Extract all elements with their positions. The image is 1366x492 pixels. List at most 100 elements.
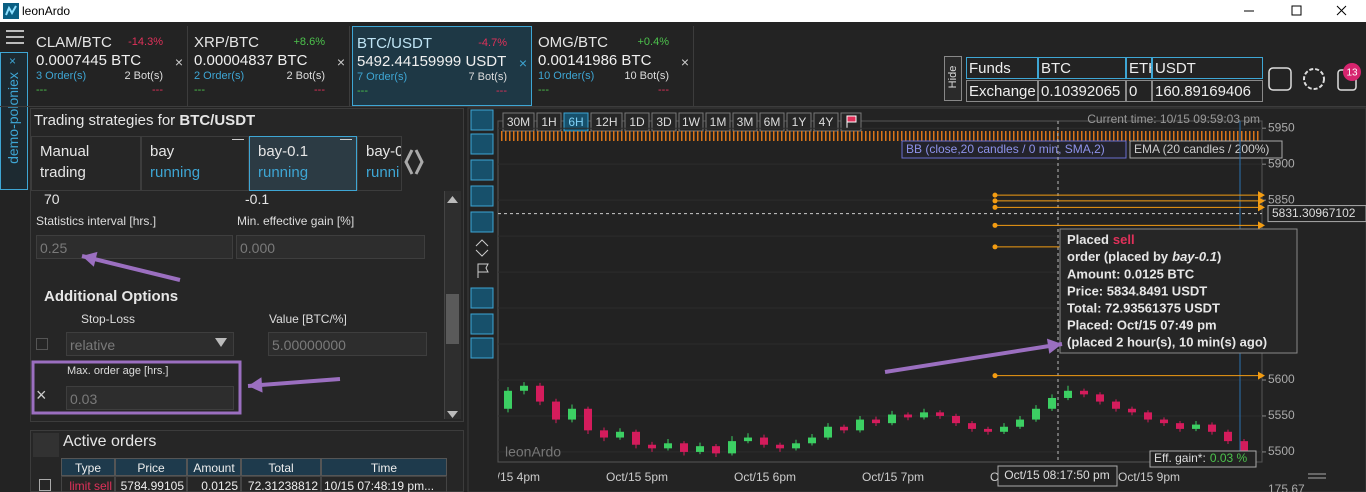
indicator-box: [1129, 140, 1283, 159]
y-tick-label: 5900: [1268, 156, 1295, 170]
annotation-box: [31, 360, 242, 415]
y-tick-label: 5550: [1268, 408, 1295, 422]
hide-button[interactable]: Hide: [944, 56, 962, 101]
checkbox[interactable]: [36, 338, 48, 350]
tab-scroll[interactable]: [404, 148, 424, 176]
exchange-tab[interactable]: [0, 52, 28, 190]
candle-body: [1192, 424, 1200, 429]
y-tick-label: 5500: [1268, 444, 1295, 458]
timeframe-label: 3M: [737, 115, 754, 129]
tooltip-title: Placed: [1067, 232, 1109, 247]
candle-body: [600, 430, 608, 438]
field-label: Statistics interval [hrs.]: [36, 214, 157, 228]
strategy-controls[interactable]: [340, 139, 352, 169]
current-time: Current time: 10/15 09:59:03 pm: [1087, 112, 1260, 126]
tool-icon: [475, 239, 489, 257]
window-title: leonArdo: [22, 4, 71, 18]
tool-button[interactable]: [470, 337, 494, 359]
market-tab[interactable]: CLAM/BTC -14.3% 0.0007445 BTC 3 Order(s) 2 B…: [32, 26, 188, 106]
market-tab[interactable]: OMG/BTC +0.4% 0.00141986 BTC 10 Order(s) 10 …: [534, 26, 694, 106]
order-cell: 72.31238812: [241, 476, 321, 492]
order-dot: [992, 192, 998, 198]
candle-body: [1032, 408, 1040, 420]
annotation-arrow: [884, 342, 1063, 374]
menu-bar: [6, 30, 24, 32]
arrow-right: [414, 149, 424, 175]
candle-body: [1112, 401, 1120, 409]
change: +8.6%: [293, 36, 326, 48]
candle-body: [1048, 397, 1056, 409]
strategy-controls[interactable]: [232, 139, 244, 169]
tooltip-line: Price: 5834.8491 USDT: [1067, 283, 1207, 298]
timeframe-label: 1W: [682, 115, 701, 129]
input[interactable]: 0.000: [236, 235, 425, 259]
tool-button[interactable]: [470, 159, 494, 181]
input[interactable]: 0.25: [36, 235, 233, 259]
candle-body: [936, 412, 944, 416]
funds-cell: 160.89169406: [1152, 80, 1263, 102]
tooltip-line: Placed: Oct/15 07:49 pm: [1067, 317, 1217, 332]
tool-button[interactable]: [470, 211, 494, 233]
panel-title: Active orders: [63, 433, 157, 450]
window-controls[interactable]: [1230, 0, 1366, 22]
tooltip-text: ): [1217, 249, 1221, 264]
tooltip-line: order (placed by bay-0.1): [1067, 249, 1221, 264]
x-tick-label: Oct/15 4pm: [478, 470, 540, 484]
flag-icon: [846, 115, 857, 128]
annotation-arrow: [247, 377, 341, 388]
tool-button[interactable]: [470, 185, 494, 207]
input[interactable]: 5.00000000: [268, 332, 427, 356]
checkbox[interactable]: [39, 479, 51, 491]
tool-button[interactable]: [470, 133, 494, 155]
strategy-tab[interactable]: bay-0.1 running: [249, 136, 357, 191]
tooltip-line: (placed 2 hour(s), 10 min(s) ago): [1067, 334, 1267, 349]
strategy-tab[interactable]: Manual trading: [31, 136, 141, 191]
order-cell: 0.0125: [187, 476, 241, 492]
toolbar-icons: 13: [1268, 63, 1361, 91]
loss: ---: [152, 84, 163, 96]
field-label: Max. order age [hrs.]: [67, 365, 169, 377]
tool-button[interactable]: [470, 287, 494, 309]
close-icon[interactable]: ×: [680, 54, 689, 70]
settings-icon: [1303, 68, 1325, 90]
pair: OMG/BTC: [538, 34, 608, 51]
crosshair-time: Oct/15 08:17:50 pm: [1004, 468, 1109, 482]
orders: 2 Order(s): [194, 70, 245, 82]
pair: CLAM/BTC: [36, 34, 112, 51]
market-tab[interactable]: XRP/BTC +8.6% 0.00004837 BTC 2 Order(s) 2 Bo…: [190, 26, 350, 106]
bots: 7 Bot(s): [468, 71, 507, 83]
candle-body: [632, 431, 640, 445]
profit: ---: [36, 84, 47, 96]
candle-body: [520, 385, 528, 391]
funds-cell: ETH: [1126, 57, 1152, 79]
candle-body: [776, 444, 784, 449]
tool-button[interactable]: [470, 313, 494, 335]
candle-body: [552, 401, 560, 420]
select[interactable]: relative: [66, 332, 234, 356]
last-price-label: 5831.30967102: [1272, 206, 1356, 220]
candle-body: [616, 431, 624, 438]
strategy-tab[interactable]: bay-0 runni: [357, 136, 402, 191]
candle-body: [1160, 419, 1168, 424]
candle-body: [840, 426, 848, 431]
value: -0.1: [245, 191, 270, 207]
menu-button[interactable]: [5, 27, 25, 47]
close-icon[interactable]: ×: [336, 54, 345, 70]
candle-body: [728, 441, 736, 454]
candle-body: [664, 443, 672, 449]
timeframe-label: 12H: [595, 115, 617, 129]
change: +0.4%: [637, 36, 670, 48]
candle-body: [920, 412, 928, 418]
market-tab[interactable]: BTC/USDT -4.7% 5492.44159999 USDT 7 Order(s…: [352, 26, 532, 106]
active-orders-panel: Active orders Type Price Amount Total Time lim…: [30, 430, 464, 492]
tabs-border: [0, 106, 1366, 107]
close-icon[interactable]: ×: [174, 54, 183, 70]
profit: ---: [538, 84, 549, 96]
remove-icon[interactable]: ×: [36, 385, 47, 405]
input[interactable]: 0.03: [66, 386, 234, 410]
tool-button[interactable]: [470, 109, 494, 131]
candle-body: [712, 446, 720, 454]
strategy-tab[interactable]: bay running: [141, 136, 249, 191]
close-icon[interactable]: ×: [518, 55, 527, 71]
